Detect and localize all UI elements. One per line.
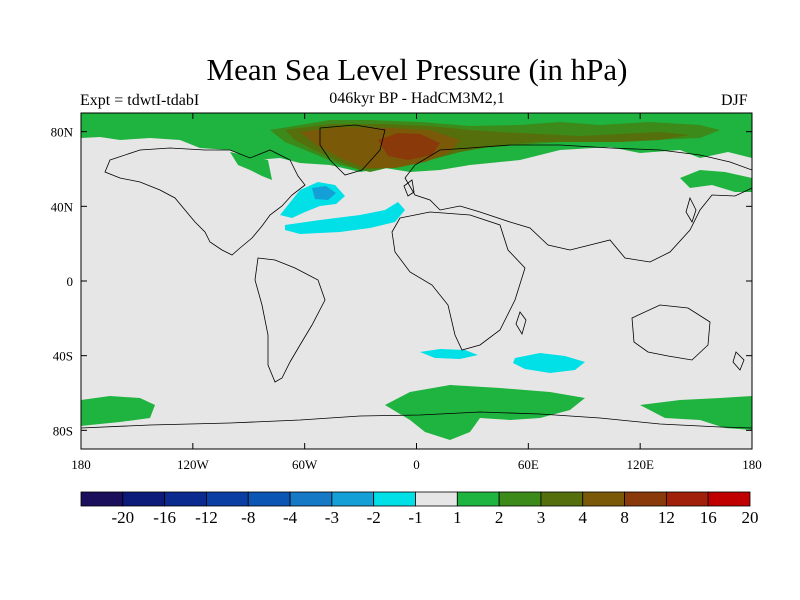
coastline-australia (631, 304, 711, 361)
map-plot-area (81, 113, 752, 449)
colorbar-label: 4 (579, 508, 588, 527)
colorbar-label: -3 (325, 508, 339, 527)
map-axes: 180 120W 60W 0 60E 120E 180 80N 40N 0 40S 80S (51, 113, 762, 472)
colorbar-swatch (80, 491, 124, 507)
colorbar-swatch (122, 491, 166, 507)
colorbar-swatch (665, 491, 709, 507)
colorbar-swatch (289, 491, 333, 507)
colorbar-label: -4 (283, 508, 298, 527)
contour-southern-ocean-east (640, 396, 752, 430)
y-tick-label: 40N (51, 199, 74, 214)
colorbar-label: -16 (153, 508, 176, 527)
x-tick-label: 0 (413, 457, 420, 472)
x-tick-label: 120W (177, 457, 210, 472)
map-title: Mean Sea Level Pressure (in hPa) (206, 52, 628, 87)
colorbar: -20 -16 -12 -8 -4 -3 -2 -1 1 2 3 4 8 12 16 20 (80, 491, 759, 527)
experiment-label: Expt = tdwtI-tdabI (80, 92, 200, 109)
coastline-greenland (319, 124, 386, 176)
coastline-africa (391, 211, 526, 351)
contour-north-america (230, 152, 272, 180)
x-tick-label: 60W (292, 457, 318, 472)
colorbar-label: 12 (658, 508, 675, 527)
colorbar-swatch (164, 491, 207, 507)
colorbar-label: -2 (367, 508, 381, 527)
contour-north-atlantic-core (312, 186, 336, 200)
colorbar-swatch (582, 491, 625, 507)
x-tick-label: 60E (518, 457, 539, 472)
colorbar-label: -1 (408, 508, 422, 527)
contour-east-asia (680, 170, 752, 192)
x-tick-label: 120E (626, 457, 654, 472)
y-tick-label: 40S (53, 349, 73, 364)
coastline-japan (685, 196, 697, 223)
coastlines (81, 124, 752, 429)
colorbar-swatch (373, 491, 416, 507)
coastline-eurasia (404, 144, 752, 263)
coastline-antarctica (81, 411, 752, 429)
x-tick-label: 180 (71, 457, 91, 472)
colorbar-label: -8 (241, 508, 255, 527)
colorbar-swatch (206, 491, 249, 507)
colorbar-label: 16 (700, 508, 717, 527)
colorbar-swatch (456, 491, 500, 507)
x-tick-label: 180 (742, 457, 762, 472)
colorbar-label: 2 (495, 508, 504, 527)
contour-greenland-8-12 (378, 133, 440, 160)
contour-southern-ocean-west (81, 396, 155, 426)
coastline-new-zealand (732, 351, 745, 371)
y-tick-label: 80S (53, 423, 73, 438)
colorbar-label: 8 (620, 508, 629, 527)
colorbar-label: -20 (111, 508, 134, 527)
coastline-british-isles (403, 179, 415, 197)
colorbar-swatch (498, 491, 542, 507)
coastline-south-america (254, 257, 326, 383)
contour-indian-ocean-neg (513, 353, 585, 373)
colorbar-swatch (624, 491, 667, 507)
colorbar-label: 1 (453, 508, 462, 527)
contour-mid-atlantic-neg (285, 202, 405, 234)
period-model-label: 046kyr BP - HadCM3M2,1 (329, 90, 505, 107)
coastline-madagascar (515, 311, 527, 335)
colorbar-swatch (415, 491, 458, 507)
colorbar-label: -12 (195, 508, 218, 527)
colorbar-label: 3 (537, 508, 546, 527)
colorbar-swatch (540, 491, 584, 507)
season-label: DJF (721, 92, 748, 109)
coastline-north-america (104, 147, 306, 256)
colorbar-swatch (247, 491, 291, 507)
contour-south-atlantic-neg (420, 349, 478, 359)
colorbar-swatch (707, 491, 751, 507)
y-tick-label: 80N (51, 125, 74, 140)
y-tick-label: 0 (67, 274, 74, 289)
colorbar-swatch (331, 491, 375, 507)
colorbar-label: 20 (742, 508, 759, 527)
